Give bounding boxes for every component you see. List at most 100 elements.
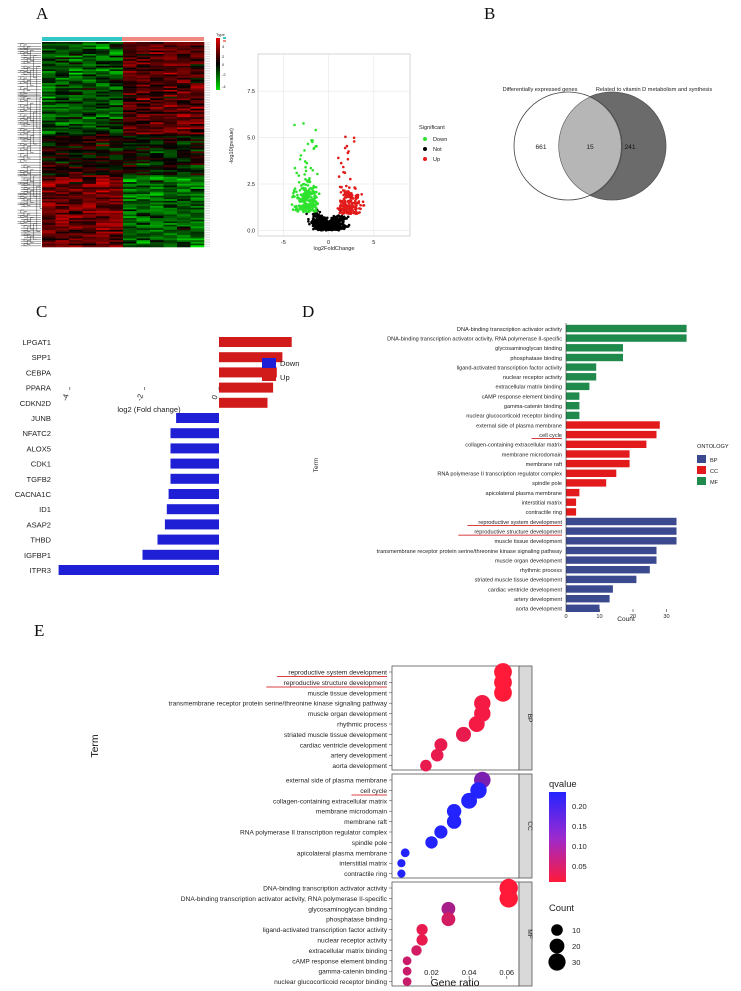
heatmap-cell: [163, 185, 178, 188]
heatmap-cell: [123, 236, 137, 239]
dot-plot-term-label: aorta development: [332, 763, 387, 770]
heatmap-cell: [136, 94, 151, 97]
heatmap-cell: [177, 212, 191, 215]
heatmap-cell: [163, 223, 178, 226]
heatmap-cell: [150, 175, 164, 178]
qvalue-tick-label: 0.15: [572, 822, 587, 831]
heatmap-cell: [55, 221, 70, 224]
heatmap-cell: [177, 52, 191, 55]
go-count-bar: [566, 430, 657, 439]
volcano-point-down: [295, 204, 298, 208]
heatmap-cell: [96, 173, 110, 176]
fold-change-bar: [170, 473, 219, 484]
heatmap-cell: [163, 129, 178, 132]
heatmap-cell: [96, 231, 110, 234]
heatmap-cell: [55, 86, 70, 89]
heatmap-cell: [163, 241, 178, 244]
heatmap-cell: [109, 112, 124, 115]
heatmap-cell: [177, 137, 191, 140]
heatmap-cell: [190, 171, 205, 174]
heatmap-cell: [163, 72, 178, 75]
heatmap-cell: [190, 81, 205, 84]
volcano-point-not: [322, 221, 325, 224]
volcano-point-up: [346, 151, 350, 155]
heatmap-cell: [150, 65, 164, 68]
heatmap-cell: [150, 241, 164, 244]
heatmap-cell: [55, 212, 70, 215]
heatmap-cell: [150, 139, 164, 142]
go-count-bar: [566, 508, 577, 516]
heatmap-cell: [190, 139, 205, 142]
heatmap-cell: [55, 108, 70, 111]
heatmap-cell: [82, 199, 97, 202]
dot-plot-point: [446, 814, 462, 829]
heatmap-cell: [96, 149, 110, 152]
heatmap-cell: [123, 94, 137, 97]
heatmap-cell: [163, 89, 178, 92]
heatmap-cell: [96, 199, 110, 202]
heatmap-cell: [150, 168, 164, 171]
dot-plot-term-label: extracellular matrix binding: [309, 948, 388, 955]
heatmap-cell: [82, 219, 97, 222]
heatmap-cell: [177, 202, 191, 205]
heatmap-cell: [109, 183, 124, 186]
heatmap-cell: [123, 147, 137, 150]
heatmap-cell: [190, 42, 205, 45]
heatmap-cell: [82, 69, 97, 72]
heatmap-cell: [109, 50, 124, 53]
heatmap-cell: [123, 122, 137, 125]
heatmap-cell: [109, 48, 124, 51]
volcano-point-down: [300, 187, 304, 190]
heatmap-cell: [109, 47, 124, 50]
go-term-label: external side of plasma membrane: [476, 423, 562, 429]
heatmap-cell: [190, 74, 205, 77]
heatmap-cell: [55, 135, 70, 138]
heatmap-cell: [109, 178, 124, 181]
heatmap-legend-title: Type: [216, 32, 225, 37]
heatmap-cell: [69, 43, 83, 46]
heatmap-cell: [163, 93, 178, 96]
heatmap-cell: [109, 127, 124, 130]
heatmap-cell: [150, 118, 164, 121]
heatmap-cell: [109, 142, 124, 145]
panel-label-e: E: [34, 621, 44, 640]
qvalue-legend-title: qvalue: [549, 778, 577, 789]
volcano-point-not: [320, 218, 324, 221]
heatmap-cell: [69, 64, 83, 67]
go-count-bar: [566, 546, 657, 555]
volcano-point-down: [304, 183, 308, 186]
heatmap-cell: [96, 76, 110, 79]
heatmap-cell: [69, 147, 83, 150]
heatmap-cell: [163, 84, 178, 87]
heatmap-cell: [136, 243, 151, 246]
go-count-bar: [566, 469, 617, 477]
heatmap-cell: [69, 216, 83, 219]
heatmap-cell: [96, 42, 110, 45]
heatmap-cell: [69, 187, 83, 190]
heatmap-cell: [163, 209, 178, 212]
heatmap-cell: [177, 199, 191, 202]
dot-plot-point: [416, 934, 428, 946]
heatmap-cell: [190, 93, 205, 96]
heatmap-cell: [69, 55, 83, 58]
heatmap-cell: [190, 83, 205, 86]
fold-change-bar: [176, 413, 219, 423]
go-count-x-tick-label: 20: [630, 614, 636, 620]
heatmap-cell: [123, 142, 137, 145]
go-term-label: muscle organ development: [495, 558, 563, 564]
heatmap-cell: [82, 214, 97, 217]
dot-plot-x-axis-label: Gene ratio: [430, 977, 479, 989]
volcano-point-up: [342, 165, 345, 169]
heatmap-cell: [69, 67, 83, 70]
heatmap-cell: [82, 83, 97, 86]
heatmap-cell: [109, 223, 124, 226]
heatmap-cell: [69, 48, 83, 51]
volcano-point-up: [362, 204, 365, 207]
heatmap-cell: [190, 118, 205, 121]
heatmap-cell: [177, 209, 191, 212]
heatmap-cell: [163, 120, 178, 123]
dot-plot-point: [441, 901, 456, 916]
heatmap-cell: [190, 113, 205, 116]
go-term-label: transmembrane receptor protein serine/th…: [377, 549, 563, 555]
volcano-point-not: [312, 227, 315, 231]
